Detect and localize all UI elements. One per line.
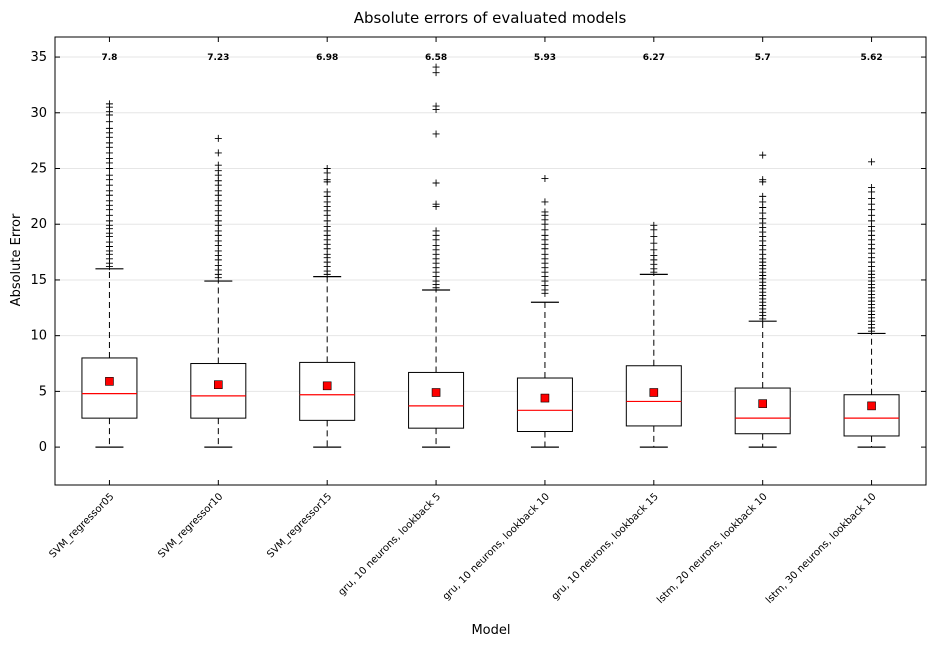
outlier-point [868,158,876,166]
outlier-point [432,63,440,71]
box-8 [843,158,900,448]
grid-lines [55,56,926,392]
box-1 [81,100,138,448]
outlier-point [105,171,113,179]
outlier-point [759,192,767,200]
box-6 [625,221,682,448]
x-tick-label: gru, 10 neurons, lookback 10 [441,491,552,602]
outlier-point [214,161,222,169]
outlier-point [650,246,658,254]
mean-marker [105,377,114,386]
box-7 [734,151,791,448]
mean-marker [214,380,223,390]
outlier-point [105,124,113,132]
outlier-point [214,134,222,142]
x-tick-label: SVM_regressor15 [265,491,334,560]
outlier-point [541,208,549,216]
mean-marker [431,388,441,397]
outlier-point [432,130,440,138]
iqr-box [81,357,138,419]
mean-annotations: 7.8 7.23 6.98 6.58 5.93 6.27 5.7 5.62 [101,53,882,63]
outlier-point [105,100,113,108]
outlier-point [868,183,876,191]
y-tick-label: 35 [30,50,47,65]
x-tick-label: lstm, 20 neurons, lookback 10 [655,491,770,606]
y-tick-label: 15 [30,273,47,288]
outlier-point [432,200,440,208]
outlier-point [541,175,549,183]
mean-annotation: 6.27 [643,53,665,63]
x-tick-label: SVM_regressor05 [48,491,117,560]
outlier-point [432,102,440,110]
outlier-point [759,176,767,184]
outlier-point [541,198,549,206]
iqr-box [843,394,900,437]
outlier-point [323,165,331,173]
plot-frame [54,36,927,486]
y-tick-label: 20 [30,217,47,232]
outlier-point [650,221,658,229]
outlier-point [650,239,658,247]
x-tick-label: gru, 10 neurons, lookback 5 [336,491,443,598]
box-2 [190,134,247,448]
outlier-point [432,179,440,187]
box-4 [408,63,465,448]
box-5 [516,175,573,448]
mean-marker [322,381,332,391]
mean-annotation: 5.7 [755,53,771,63]
outlier-point [323,188,331,196]
y-axis: 0 5 10 15 20 25 30 35 [30,50,926,455]
mean-marker [867,401,876,411]
mean-annotation: 6.98 [316,53,338,63]
mean-annotation: 6.58 [425,53,447,63]
y-tick-label: 30 [30,106,47,121]
mean-annotation: 7.8 [101,53,117,63]
boxes [81,63,900,448]
outlier-point [323,176,331,184]
outlier-point [868,195,876,203]
outlier-point [105,118,113,126]
y-tick-label: 10 [30,329,47,344]
mean-annotation: 7.23 [207,53,229,63]
mean-marker [540,393,550,403]
outlier-point [650,232,658,240]
y-axis-label: Absolute Error [9,213,24,306]
x-tick-label: SVM_regressor10 [156,491,225,560]
x-axis-label: Model [471,623,510,638]
x-tick-label: gru, 10 neurons, lookback 15 [550,491,661,602]
mean-annotation: 5.93 [534,53,556,63]
mean-marker [649,388,659,397]
x-tick-label: lstm, 30 neurons, lookback 10 [764,491,879,606]
iqr-box [516,377,573,433]
box-3 [299,165,356,448]
chart-title: Absolute errors of evaluated models [354,9,627,27]
outlier-point [214,149,222,157]
outlier-point [759,151,767,159]
y-tick-label: 0 [39,440,47,455]
outlier-point [432,227,440,235]
mean-annotation: 5.62 [860,53,882,63]
iqr-box [190,363,247,419]
iqr-box [299,361,356,421]
y-tick-label: 5 [39,384,47,399]
iqr-box [408,371,465,429]
y-tick-label: 25 [30,162,47,177]
mean-marker [758,399,767,408]
iqr-box [734,387,791,435]
